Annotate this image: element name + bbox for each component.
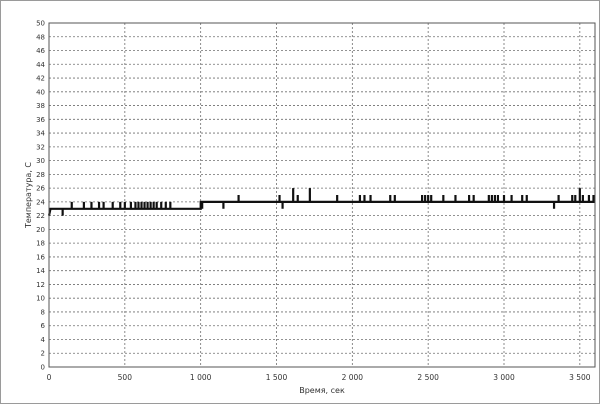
y-tick-label: 4 (41, 336, 46, 344)
y-tick-label: 46 (36, 47, 45, 55)
y-tick-label: 24 (36, 198, 45, 206)
y-axis-label: Температура, С (24, 162, 33, 229)
y-tick-label: 50 (36, 20, 45, 28)
y-tick-label: 20 (36, 226, 45, 234)
x-tick-label: 1 500 (266, 373, 288, 382)
series-line (47, 200, 595, 216)
x-tick-label: 0 (47, 373, 52, 382)
y-tick-label: 48 (36, 33, 45, 41)
y-tick-label: 10 (36, 295, 45, 303)
x-tick-label: 3 500 (569, 373, 591, 382)
y-tick-label: 22 (36, 212, 45, 220)
y-tick-label: 36 (36, 116, 45, 124)
x-axis-label: Время, сек (299, 386, 345, 395)
y-tick-label: 6 (41, 322, 46, 330)
x-axis-ticks: 0 500 1 000 1 500 2 000 2 500 3 000 3 500 (47, 373, 591, 382)
grid (49, 23, 595, 367)
y-tick-label: 32 (36, 143, 45, 151)
series-group (47, 188, 595, 216)
y-tick-label: 28 (36, 171, 45, 179)
x-tick-label: 500 (118, 373, 133, 382)
y-tick-label: 30 (36, 157, 45, 165)
x-tick-label: 1 000 (190, 373, 212, 382)
x-tick-label: 3 000 (493, 373, 515, 382)
y-tick-label: 2 (41, 350, 45, 358)
y-tick-label: 16 (36, 253, 45, 261)
plot-border (48, 22, 596, 368)
y-tick-label: 44 (36, 61, 45, 69)
y-tick-label: 12 (36, 281, 45, 289)
y-tick-label: 14 (36, 267, 45, 275)
y-tick-label: 18 (36, 240, 45, 248)
y-tick-label: 38 (36, 102, 45, 110)
y-tick-label: 40 (36, 88, 45, 96)
y-tick-label: 8 (41, 308, 45, 316)
y-tick-label: 34 (36, 130, 45, 138)
y-tick-label: 0 (41, 364, 45, 372)
y-tick-label: 26 (36, 185, 45, 193)
y-axis-ticks: 0246810121416182022242628303234363840424… (36, 20, 45, 372)
x-tick-label: 2 500 (417, 373, 439, 382)
x-tick-label: 2 000 (342, 373, 364, 382)
y-tick-label: 42 (36, 75, 45, 83)
